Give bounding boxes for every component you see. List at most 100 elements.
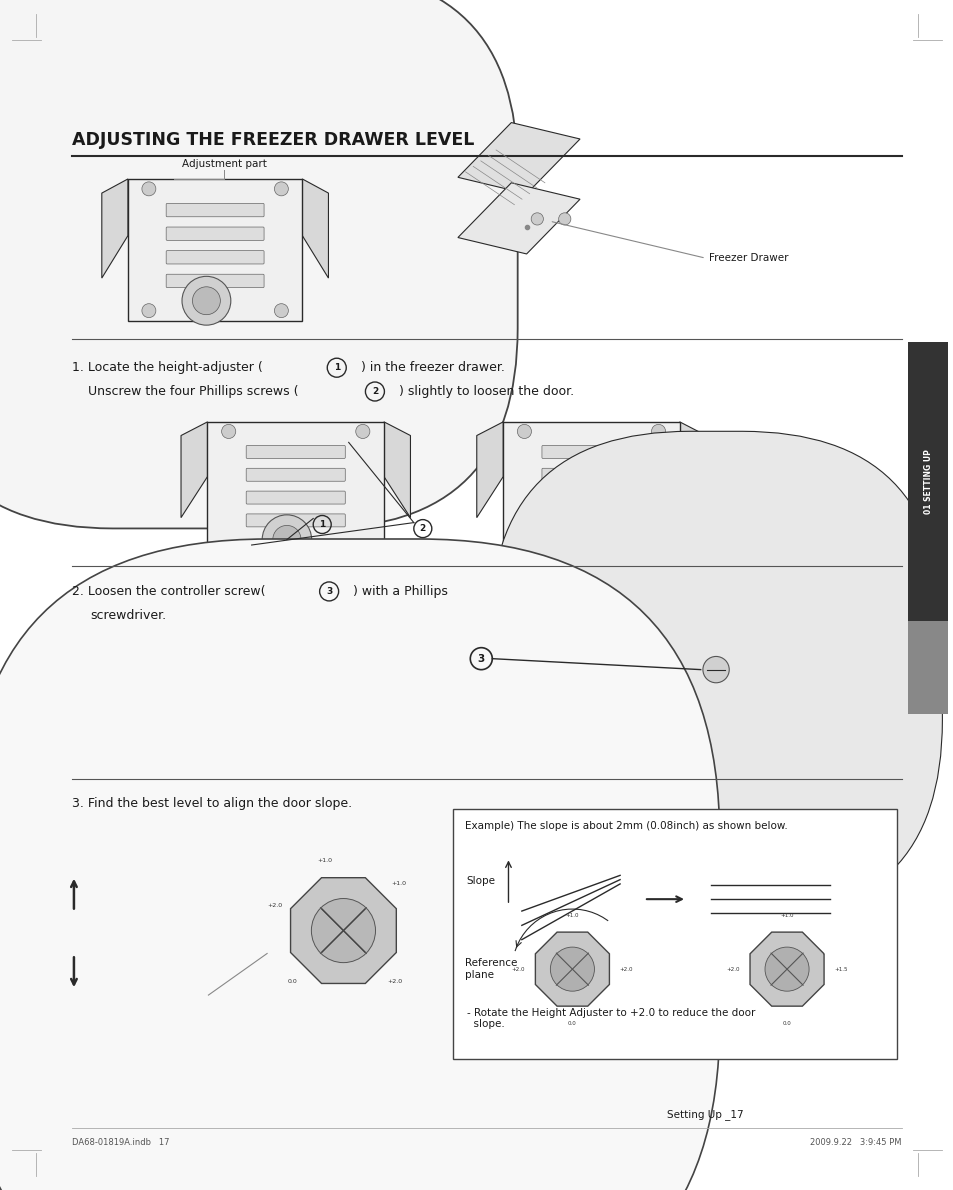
Circle shape: [311, 898, 375, 963]
FancyBboxPatch shape: [541, 445, 640, 458]
Bar: [453, 809, 896, 1059]
Text: 2: 2: [419, 524, 425, 533]
FancyBboxPatch shape: [541, 491, 640, 505]
Circle shape: [355, 543, 370, 556]
Circle shape: [251, 1000, 265, 1014]
Circle shape: [702, 657, 728, 683]
FancyBboxPatch shape: [0, 539, 719, 1190]
Text: ADJUSTING THE FREEZER DRAWER LEVEL: ADJUSTING THE FREEZER DRAWER LEVEL: [71, 131, 474, 149]
FancyBboxPatch shape: [611, 621, 723, 637]
Text: +2.0: +2.0: [619, 966, 633, 972]
Polygon shape: [383, 422, 410, 518]
Text: +2.0: +2.0: [387, 979, 402, 984]
Text: screwdriver.: screwdriver.: [91, 609, 167, 621]
Text: 2. Loosen the controller screw(: 2. Loosen the controller screw(: [71, 585, 265, 597]
Circle shape: [764, 947, 808, 991]
Circle shape: [168, 981, 196, 1009]
Circle shape: [221, 543, 235, 556]
FancyBboxPatch shape: [0, 0, 517, 528]
Circle shape: [262, 515, 312, 564]
FancyBboxPatch shape: [141, 963, 240, 979]
Bar: [103, 847, 278, 1019]
Text: 3: 3: [326, 587, 332, 596]
Bar: [208, 422, 383, 559]
Circle shape: [251, 852, 265, 866]
Circle shape: [157, 970, 207, 1020]
Circle shape: [651, 543, 665, 556]
Text: 2009.9.22   3:9:45 PM: 2009.9.22 3:9:45 PM: [809, 1138, 901, 1147]
Text: +1.0: +1.0: [565, 913, 578, 917]
FancyBboxPatch shape: [246, 469, 345, 481]
FancyBboxPatch shape: [541, 469, 640, 481]
Text: Slope: Slope: [466, 876, 495, 887]
Polygon shape: [291, 878, 395, 983]
Circle shape: [142, 182, 155, 196]
Circle shape: [274, 182, 288, 196]
Text: +2.0: +2.0: [511, 966, 524, 972]
Circle shape: [517, 543, 531, 556]
Circle shape: [221, 425, 235, 438]
Polygon shape: [181, 422, 208, 518]
Text: 0.0: 0.0: [567, 1021, 577, 1026]
Polygon shape: [278, 847, 305, 967]
Text: 3. Find the best level to align the door slope.: 3. Find the best level to align the door…: [71, 797, 352, 809]
Text: 2: 2: [372, 387, 377, 396]
Polygon shape: [457, 183, 579, 253]
Text: ) in the freezer drawer.: ) in the freezer drawer.: [360, 362, 504, 374]
Circle shape: [566, 612, 584, 630]
Text: DA68-01819A.indb   17: DA68-01819A.indb 17: [71, 1138, 169, 1147]
Circle shape: [517, 425, 531, 438]
Bar: [558, 605, 777, 740]
Polygon shape: [518, 605, 558, 740]
Text: 01 SETTING UP: 01 SETTING UP: [923, 450, 932, 514]
Circle shape: [531, 213, 543, 225]
Polygon shape: [749, 932, 823, 1007]
FancyBboxPatch shape: [166, 227, 264, 240]
Text: Adjustment part: Adjustment part: [182, 159, 266, 169]
Bar: [907, 621, 947, 714]
FancyBboxPatch shape: [166, 274, 264, 288]
Text: Unscrew the four Phillips screws (: Unscrew the four Phillips screws (: [71, 386, 297, 397]
FancyBboxPatch shape: [611, 671, 723, 687]
FancyBboxPatch shape: [611, 646, 723, 662]
Text: Reference
plane: Reference plane: [464, 958, 517, 979]
Text: Freezer Drawer: Freezer Drawer: [708, 253, 787, 263]
Text: 0.0: 0.0: [287, 979, 296, 984]
Circle shape: [182, 276, 231, 325]
Text: 1: 1: [318, 520, 325, 530]
Bar: [907, 342, 947, 621]
Circle shape: [273, 526, 301, 553]
Polygon shape: [102, 178, 128, 278]
Polygon shape: [76, 847, 103, 967]
Polygon shape: [679, 422, 705, 518]
Text: 0.0: 0.0: [781, 1021, 791, 1026]
Text: - Rotate the Height Adjuster to +2.0 to reduce the door
  slope.: - Rotate the Height Adjuster to +2.0 to …: [466, 1008, 754, 1029]
FancyBboxPatch shape: [246, 514, 345, 527]
FancyBboxPatch shape: [166, 203, 264, 217]
Text: 1. Locate the height-adjuster (: 1. Locate the height-adjuster (: [71, 362, 262, 374]
FancyBboxPatch shape: [246, 491, 345, 505]
Text: Example) The slope is about 2mm (0.08inch) as shown below.: Example) The slope is about 2mm (0.08inc…: [464, 821, 786, 831]
Circle shape: [568, 526, 597, 553]
Polygon shape: [457, 123, 579, 194]
Bar: [503, 422, 679, 559]
Circle shape: [550, 947, 594, 991]
FancyBboxPatch shape: [541, 514, 640, 527]
Text: 3: 3: [477, 653, 484, 664]
FancyBboxPatch shape: [141, 934, 240, 950]
Circle shape: [142, 303, 155, 318]
Circle shape: [355, 425, 370, 438]
Circle shape: [651, 425, 665, 438]
Text: 1: 1: [334, 363, 339, 372]
FancyBboxPatch shape: [246, 445, 345, 458]
Polygon shape: [535, 932, 609, 1007]
Circle shape: [116, 852, 131, 866]
Circle shape: [274, 303, 288, 318]
FancyBboxPatch shape: [489, 431, 942, 920]
Text: +1.0: +1.0: [316, 858, 332, 863]
FancyBboxPatch shape: [166, 251, 264, 264]
Polygon shape: [476, 422, 503, 518]
FancyBboxPatch shape: [141, 877, 240, 892]
Text: +2.0: +2.0: [268, 903, 283, 908]
Circle shape: [558, 213, 570, 225]
